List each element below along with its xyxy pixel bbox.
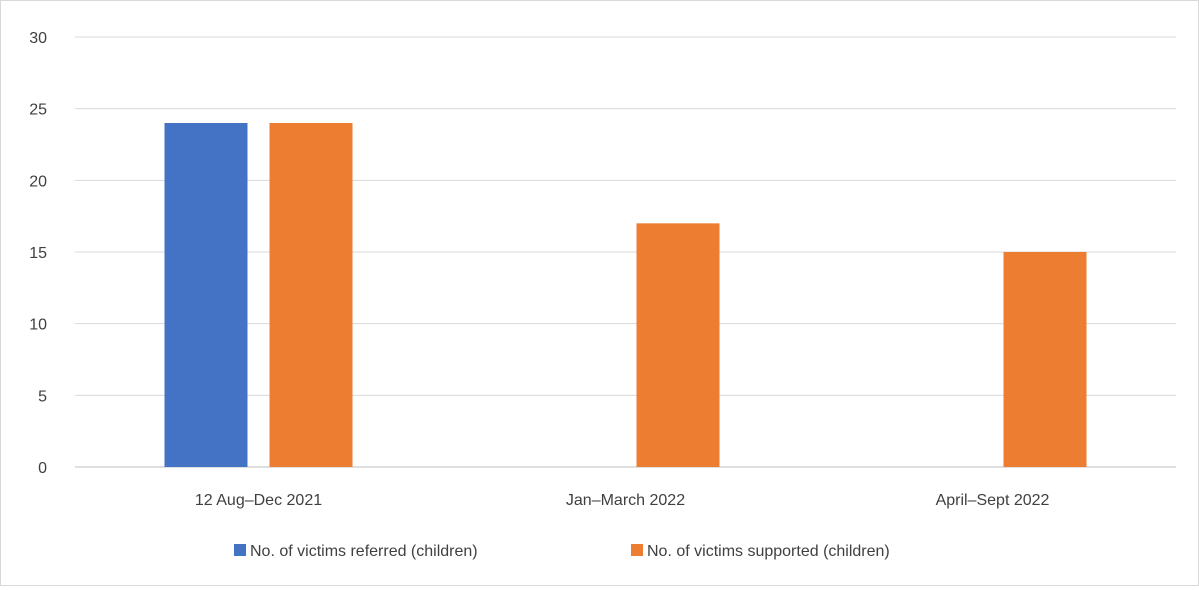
x-tick-label: April–Sept 2022 (936, 492, 1050, 509)
y-tick-label: 0 (38, 460, 47, 477)
bar (269, 123, 353, 467)
x-tick-label: Jan–March 2022 (566, 492, 685, 509)
x-tick-label: 12 Aug–Dec 2021 (195, 492, 322, 509)
y-tick-label: 25 (29, 102, 47, 119)
legend: No. of victims referred (children) No. of… (234, 543, 890, 560)
gridlines (75, 36, 1176, 468)
bar (164, 123, 248, 467)
y-tick-label: 15 (29, 245, 47, 262)
y-tick-label: 5 (38, 388, 47, 405)
bar (636, 223, 720, 467)
legend-swatch (631, 544, 643, 556)
legend-swatch (234, 544, 246, 556)
y-tick-label: 20 (29, 173, 47, 190)
bar (1003, 252, 1087, 467)
bars (164, 123, 1087, 467)
y-tick-label: 30 (29, 30, 47, 47)
legend-label: No. of victims referred (children) (250, 543, 478, 560)
legend-label: No. of victims supported (children) (647, 543, 890, 560)
x-axis-ticks: 12 Aug–Dec 2021 Jan–March 2022 April–Sept … (195, 492, 1050, 509)
y-tick-label: 10 (29, 317, 47, 334)
y-axis-ticks: 0 5 10 15 20 25 30 (29, 30, 47, 477)
